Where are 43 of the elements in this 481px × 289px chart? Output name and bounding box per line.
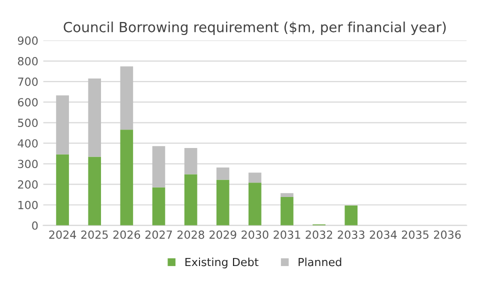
y-tick-label: 900 — [18, 36, 38, 45]
x-tick-label: 2036 — [434, 230, 461, 239]
y-tick-label: 400 — [18, 139, 38, 148]
x-tick-label: 2034 — [370, 230, 397, 239]
bar — [56, 95, 69, 154]
bar — [88, 78, 102, 157]
x-tick-label: 2031 — [274, 230, 300, 239]
bar — [280, 193, 294, 198]
bar — [344, 205, 358, 226]
bar — [216, 167, 230, 180]
x-tick-label: 2032 — [306, 230, 332, 239]
x-tick-label: 2030 — [242, 230, 268, 239]
y-tick-label: 600 — [18, 98, 38, 106]
bar — [120, 66, 134, 130]
chart-title: Council Borrowing requirement ($m, per financial year) — [64, 22, 446, 36]
x-tick-label: 2029 — [210, 230, 236, 239]
x-tick-label: 2027 — [145, 230, 172, 239]
bar — [280, 197, 294, 226]
x-tick-label: 2025 — [81, 230, 108, 239]
y-tick-label: 100 — [18, 200, 38, 210]
bar — [184, 148, 198, 174]
bar — [152, 146, 166, 188]
x-tick-label: 2026 — [113, 230, 140, 239]
x-tick-label: 2033 — [338, 230, 364, 239]
y-tick-label: 700 — [18, 78, 38, 86]
bar — [56, 154, 69, 226]
y-tick-label: 200 — [18, 180, 38, 189]
bar — [248, 182, 262, 226]
y-tick-label: 800 — [18, 56, 38, 66]
y-tick-label: 500 — [18, 118, 38, 128]
bar — [88, 156, 102, 226]
bar — [216, 180, 230, 226]
bar — [152, 187, 166, 226]
legend-label: Planned — [298, 258, 342, 266]
bar — [184, 174, 198, 226]
x-tick-label: 2028 — [177, 230, 204, 239]
y-tick-label: 300 — [18, 160, 38, 168]
bar — [248, 172, 262, 183]
legend-label: Existing Debt — [185, 258, 258, 268]
x-tick-label: 2035 — [402, 230, 428, 239]
x-tick-label: 2024 — [49, 230, 76, 239]
y-tick-label: 0 — [32, 221, 38, 230]
bar — [120, 130, 134, 226]
